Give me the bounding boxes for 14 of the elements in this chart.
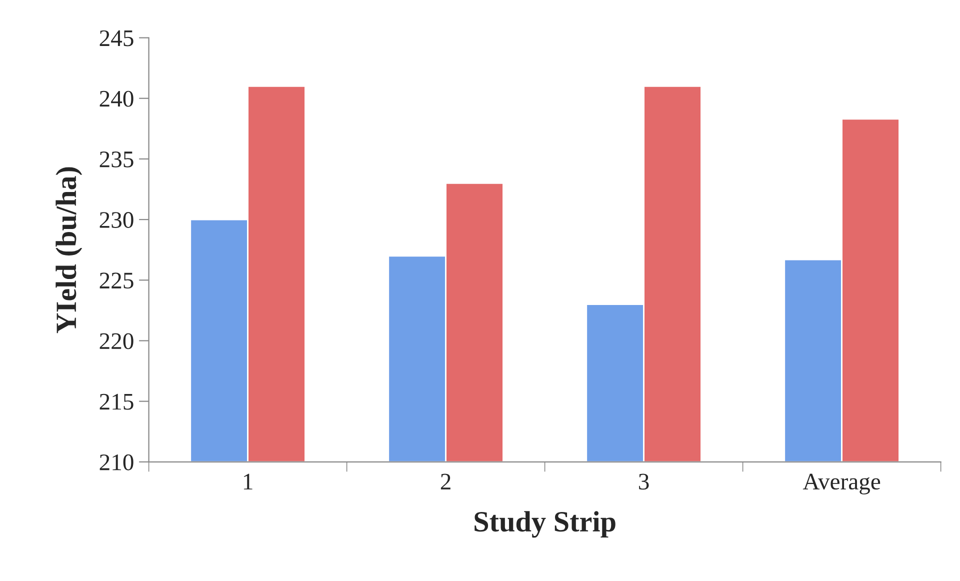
y-tick-label: 225 bbox=[100, 272, 134, 289]
y-tick-label: 230 bbox=[100, 212, 134, 228]
y-axis-title: YIeld (bu/ha) bbox=[56, 167, 82, 334]
y-tick-label: 220 bbox=[100, 333, 134, 350]
x-tick-label: Average bbox=[802, 474, 880, 494]
x-tick-label: 1 bbox=[244, 474, 252, 490]
y-tick-label: 235 bbox=[100, 152, 134, 168]
x-axis-title: Study Strip bbox=[474, 511, 616, 538]
x-tick-label: 2 bbox=[440, 474, 450, 490]
y-tick-label: 240 bbox=[100, 90, 134, 107]
y-tick-label: 215 bbox=[100, 394, 134, 410]
y-tick-label: 245 bbox=[100, 30, 134, 46]
x-tick-label: 3 bbox=[639, 474, 649, 490]
y-tick-label: 210 bbox=[100, 454, 134, 470]
